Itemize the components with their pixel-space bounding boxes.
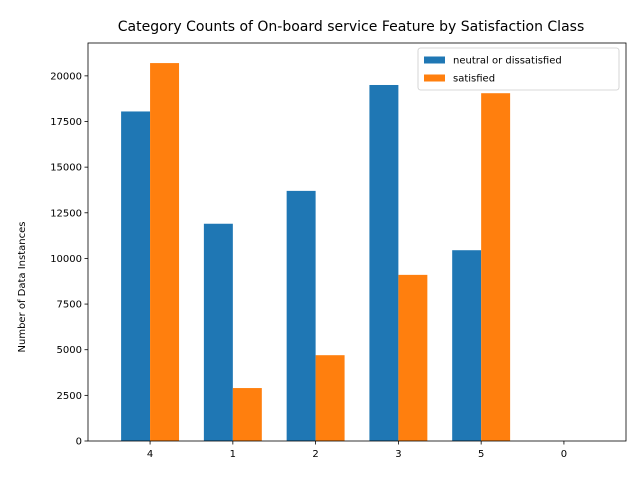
x-tick-label: 4 bbox=[147, 449, 153, 460]
bar-satisfied-1 bbox=[232, 388, 262, 441]
y-tick-label: 7500 bbox=[57, 300, 82, 311]
x-tick-label: 0 bbox=[561, 449, 567, 460]
x-tick-label: 2 bbox=[312, 449, 318, 460]
legend-label: neutral or dissatisfied bbox=[453, 56, 562, 67]
y-tick-label: 17500 bbox=[50, 117, 82, 128]
legend-box bbox=[417, 47, 620, 91]
y-tick-label: 10000 bbox=[50, 254, 82, 265]
legend: neutral or dissatisfied satisfied bbox=[417, 47, 620, 91]
chart-title: Category Counts of On-board service Feat… bbox=[118, 19, 585, 35]
bar-neutral-or-dissatisfied-3 bbox=[369, 84, 399, 442]
x-tick-label: 1 bbox=[230, 449, 236, 460]
x-tick-label: 3 bbox=[395, 449, 401, 460]
y-tick-label: 2500 bbox=[57, 391, 82, 402]
y-tick-label: 0 bbox=[76, 437, 82, 448]
bar-satisfied-2 bbox=[315, 355, 345, 441]
bar-neutral-or-dissatisfied-1 bbox=[203, 223, 233, 441]
y-tick-label: 20000 bbox=[50, 71, 82, 82]
legend-swatch bbox=[424, 56, 445, 64]
y-tick-label: 5000 bbox=[57, 345, 82, 356]
plot-frame bbox=[87, 42, 627, 442]
legend-swatch bbox=[424, 74, 445, 82]
x-tick-label: 5 bbox=[478, 449, 484, 460]
y-axis-label: Number of Data Instances bbox=[17, 222, 28, 353]
bar-neutral-or-dissatisfied-5 bbox=[452, 250, 482, 441]
bar-satisfied-5 bbox=[481, 93, 511, 441]
bar-neutral-or-dissatisfied-2 bbox=[286, 190, 316, 441]
legend-label: satisfied bbox=[453, 74, 495, 85]
axes-group: 0 2500 5000 7500 10000 12500 15000 17500 20000 4 1… bbox=[50, 42, 627, 460]
y-tick-label: 15000 bbox=[50, 163, 82, 174]
bar-satisfied-3 bbox=[398, 274, 428, 441]
bar-satisfied-4 bbox=[150, 63, 180, 441]
bar-neutral-or-dissatisfied-4 bbox=[121, 111, 151, 441]
y-tick-label: 12500 bbox=[50, 208, 82, 219]
bars-group bbox=[121, 63, 511, 442]
